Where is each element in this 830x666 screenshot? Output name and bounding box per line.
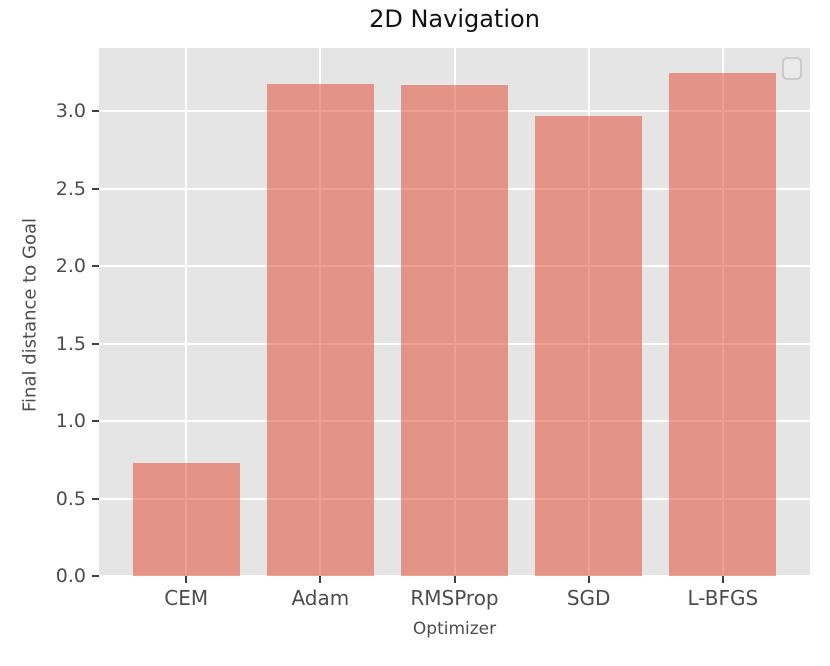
bar-adam bbox=[266, 83, 374, 576]
y-tick-label: 3.0 bbox=[55, 100, 86, 123]
y-tick-mark bbox=[92, 110, 99, 113]
y-tick-mark bbox=[92, 342, 99, 345]
y-tick-mark bbox=[92, 265, 99, 268]
y-tick-label: 1.5 bbox=[55, 332, 86, 355]
plot-area bbox=[99, 48, 810, 577]
x-tick-mark bbox=[185, 576, 188, 583]
x-tick-label: L-BFGS bbox=[687, 586, 759, 610]
y-tick-mark bbox=[92, 575, 99, 577]
y-tick-mark bbox=[92, 497, 99, 500]
bar-sgd bbox=[534, 116, 643, 576]
x-axis-label: Optimizer bbox=[412, 619, 497, 639]
y-tick-label: 2.5 bbox=[55, 177, 86, 200]
y-axis-label: Final distance to Goal bbox=[19, 218, 41, 412]
x-tick-label: Adam bbox=[291, 586, 350, 610]
bar-cem bbox=[132, 462, 240, 576]
y-tick-label: 1.0 bbox=[55, 410, 86, 433]
x-tick-mark bbox=[319, 576, 322, 583]
chart-title: 2D Navigation bbox=[369, 5, 540, 33]
y-tick-mark bbox=[92, 420, 99, 423]
y-tick-label: 0.5 bbox=[55, 487, 86, 510]
x-tick-label: CEM bbox=[164, 586, 209, 610]
legend-box bbox=[782, 57, 802, 80]
bar-l-bfgs bbox=[669, 72, 777, 576]
x-tick-mark bbox=[587, 576, 590, 583]
x-tick-mark bbox=[453, 576, 456, 583]
x-tick-mark bbox=[721, 576, 724, 583]
bar-rmsprop bbox=[400, 85, 509, 576]
y-tick-label: 0.0 bbox=[55, 565, 86, 587]
x-tick-label: RMSProp bbox=[410, 586, 499, 610]
y-tick-mark bbox=[92, 187, 99, 190]
v-gridline bbox=[185, 48, 188, 576]
y-tick-label: 2.0 bbox=[55, 255, 86, 278]
x-tick-label: SGD bbox=[566, 586, 611, 610]
